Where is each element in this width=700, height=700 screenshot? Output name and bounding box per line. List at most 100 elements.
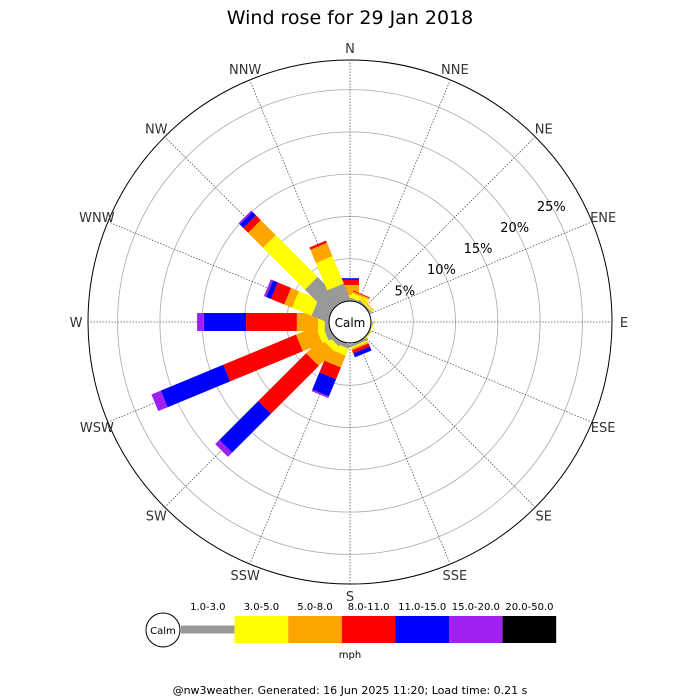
bar-rect [352, 290, 370, 299]
bar-rect [310, 242, 333, 264]
bar-segment-sse-4 [353, 346, 372, 358]
dir-label-ene: ENE [590, 211, 616, 226]
bar-segment-nnw-1 [315, 256, 344, 291]
bar-segment-n-3 [341, 279, 359, 285]
dir-label-s: S [346, 590, 354, 605]
dir-label-se: SE [536, 510, 552, 525]
ring-label: 10% [427, 263, 456, 278]
bar-segment-sse-1 [350, 340, 368, 349]
bar-segment-w-5 [197, 313, 204, 331]
bar-rect [238, 210, 253, 225]
bar-rect [360, 297, 375, 312]
legend-label-1: 3.0-5.0 [244, 602, 279, 613]
legend-swatch-5 [449, 616, 503, 643]
bar-segment-n-2 [341, 284, 359, 296]
spoke-line [357, 79, 451, 303]
bar-segment-ne-2 [360, 297, 375, 312]
bar-rect [203, 313, 247, 331]
bar-segment-ne-0 [358, 299, 373, 314]
bar-rect [197, 313, 204, 331]
bar-rect [215, 439, 233, 457]
bar-segment-wnw-4 [266, 280, 278, 299]
dir-label-e: E [620, 316, 628, 331]
bar-rect [263, 235, 318, 290]
bar-rect [358, 299, 373, 314]
bar-rect [304, 276, 342, 314]
bar-segment-ssw-3 [319, 360, 341, 380]
bar-rect [223, 334, 303, 382]
bar-segment-nw-4 [239, 211, 257, 229]
spoke-line [364, 336, 536, 508]
bar-rect [341, 278, 359, 280]
bar-segment-n-1 [341, 295, 359, 299]
legend-swatch-6 [502, 616, 557, 643]
dir-label-wsw: WSW [80, 421, 114, 436]
spoke-line [369, 329, 593, 423]
bar-segment-wsw-3 [223, 334, 303, 382]
bar-rect [350, 340, 368, 349]
bar-segment-nw-0 [304, 276, 342, 314]
legend-swatch-3 [341, 616, 396, 643]
dir-label-nne: NNE [441, 63, 469, 78]
spoke-line [369, 221, 593, 315]
bar-segment-wsw-5 [151, 390, 168, 412]
legend-label-6: 20.0-50.0 [505, 602, 553, 613]
bar-segment-w-4 [203, 313, 247, 331]
legend-unit: mph [339, 650, 361, 661]
footer-text: @nw3weather. Generated: 16 Jun 2025 11:2… [173, 684, 528, 697]
bar-segment-sw-3 [258, 353, 319, 414]
dir-label-nnw: NNW [229, 63, 261, 78]
bar-rect [341, 279, 359, 285]
bar-rect [263, 279, 274, 298]
bar-segment-wnw-5 [263, 279, 274, 298]
bar-rect [239, 211, 257, 229]
bar-rect [270, 282, 292, 305]
bar-segment-nw-1 [263, 235, 318, 290]
ring-labels: 5% 10% 15% 20% 25% [394, 200, 565, 300]
bar-rect [160, 364, 231, 408]
bar-rect [291, 291, 319, 316]
bar-rect [319, 360, 341, 380]
bar-rect [296, 313, 319, 331]
chart-title: Wind rose for 29 Jan 2018 [227, 7, 474, 29]
bar-segment-wnw-1 [291, 291, 319, 316]
bar-rect [315, 256, 344, 291]
ring-label: 5% [394, 284, 415, 299]
bar-segment-sw-4 [219, 401, 271, 453]
legend-calm-circle [145, 612, 181, 648]
bar-segment-ne-1 [359, 298, 374, 313]
bar-segment-wsw-4 [160, 364, 231, 408]
dir-label-ssw: SSW [230, 569, 260, 584]
legend-label-0: 1.0-3.0 [190, 602, 225, 613]
legend-swatch-0 [181, 625, 235, 634]
bar-segment-sse-2 [351, 341, 369, 351]
bar-rect [341, 295, 359, 299]
dir-label-nw: NW [145, 122, 168, 137]
legend-label-4: 11.0-15.0 [398, 602, 446, 613]
bar-rect [219, 401, 271, 453]
bar-rect [306, 338, 334, 366]
bar-segment-nw-5 [238, 210, 253, 225]
wind-bars [151, 210, 375, 457]
bar-segment-w-2 [296, 313, 319, 331]
ring-label: 20% [500, 221, 529, 236]
bar-rect [351, 343, 370, 354]
bar-rect [312, 372, 337, 397]
legend-swatch-1 [234, 616, 289, 643]
spoke-line [364, 136, 536, 308]
legend-label-5: 15.0-20.0 [452, 602, 500, 613]
bar-segment-nne-3 [352, 290, 370, 299]
bar-rect [309, 240, 327, 250]
bar-rect [284, 287, 299, 308]
bar-rect [266, 280, 278, 299]
bar-rect [359, 298, 374, 313]
bar-segment-wnw-3 [270, 282, 292, 305]
bar-segment-sse-0 [349, 337, 368, 348]
dir-label-sw: SW [146, 510, 167, 525]
bar-segment-nnw-0 [327, 283, 351, 307]
bar-segment-ssw-5 [311, 389, 329, 398]
spoke-line [357, 341, 451, 565]
dir-label-w: W [70, 316, 83, 331]
ring-label: 25% [537, 200, 566, 215]
